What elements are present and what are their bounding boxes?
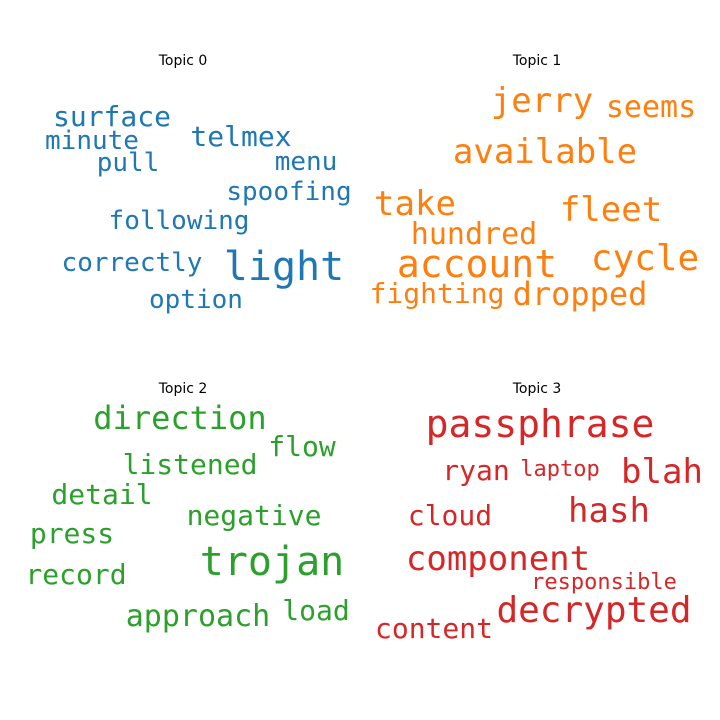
word-topic-3-passphrase: passphrase: [426, 402, 655, 446]
word-topic-1-account: account: [397, 242, 557, 286]
word-topic-1-fleet: fleet: [560, 190, 662, 230]
word-topic-3-hash: hash: [568, 491, 650, 531]
word-topic-0-menu: menu: [275, 147, 338, 177]
word-topic-3-ryan: ryan: [442, 454, 509, 487]
word-topic-3-decrypted: decrypted: [496, 590, 691, 631]
word-topic-2-approach: approach: [126, 599, 271, 634]
word-topic-0-option: option: [149, 285, 243, 315]
word-topic-2-trojan: trojan: [200, 539, 345, 585]
word-topic-1-available: available: [453, 132, 637, 172]
word-topic-0-following: following: [109, 206, 250, 236]
word-topic-2-negative: negative: [187, 499, 322, 532]
word-topic-1-take: take: [374, 184, 456, 224]
word-topic-0-light: light: [224, 244, 344, 290]
panel-title-topic-0: Topic 0: [158, 53, 208, 69]
word-topic-0-telmex: telmex: [190, 120, 291, 153]
word-topic-1-cycle: cycle: [591, 238, 699, 279]
word-topic-3-responsible: responsible: [531, 570, 677, 595]
word-topic-0-correctly: correctly: [62, 248, 203, 278]
word-topic-2-press: press: [30, 517, 114, 550]
word-topic-3-cloud: cloud: [408, 499, 492, 532]
word-topic-2-detail: detail: [51, 478, 152, 511]
word-topic-1-hundred: hundred: [411, 217, 537, 252]
word-topic-3-content: content: [375, 612, 493, 645]
word-topic-2-direction: direction: [93, 399, 266, 437]
word-topic-1-seems: seems: [606, 90, 696, 125]
panel-title-topic-3: Topic 3: [512, 381, 562, 397]
word-topic-0-pull: pull: [97, 148, 160, 178]
word-topic-2-listened: listened: [123, 448, 258, 481]
word-topic-3-component: component: [406, 539, 590, 579]
word-topic-2-flow: flow: [268, 430, 336, 463]
word-topic-2-load: load: [282, 594, 349, 627]
panel-title-topic-1: Topic 1: [512, 53, 562, 69]
word-topic-1-dropped: dropped: [513, 275, 648, 313]
word-topic-2-record: record: [25, 558, 126, 591]
word-topic-3-laptop: laptop: [520, 457, 599, 482]
word-topic-3-blah: blah: [621, 452, 703, 492]
word-topic-0-surface: surface: [53, 100, 171, 133]
word-topic-0-spoofing: spoofing: [226, 177, 351, 207]
word-topic-0-minute: minute: [45, 126, 139, 156]
panel-title-topic-2: Topic 2: [158, 381, 208, 397]
word-topic-1-fighting: fighting: [370, 277, 505, 310]
word-topic-1-jerry: jerry: [491, 81, 593, 121]
